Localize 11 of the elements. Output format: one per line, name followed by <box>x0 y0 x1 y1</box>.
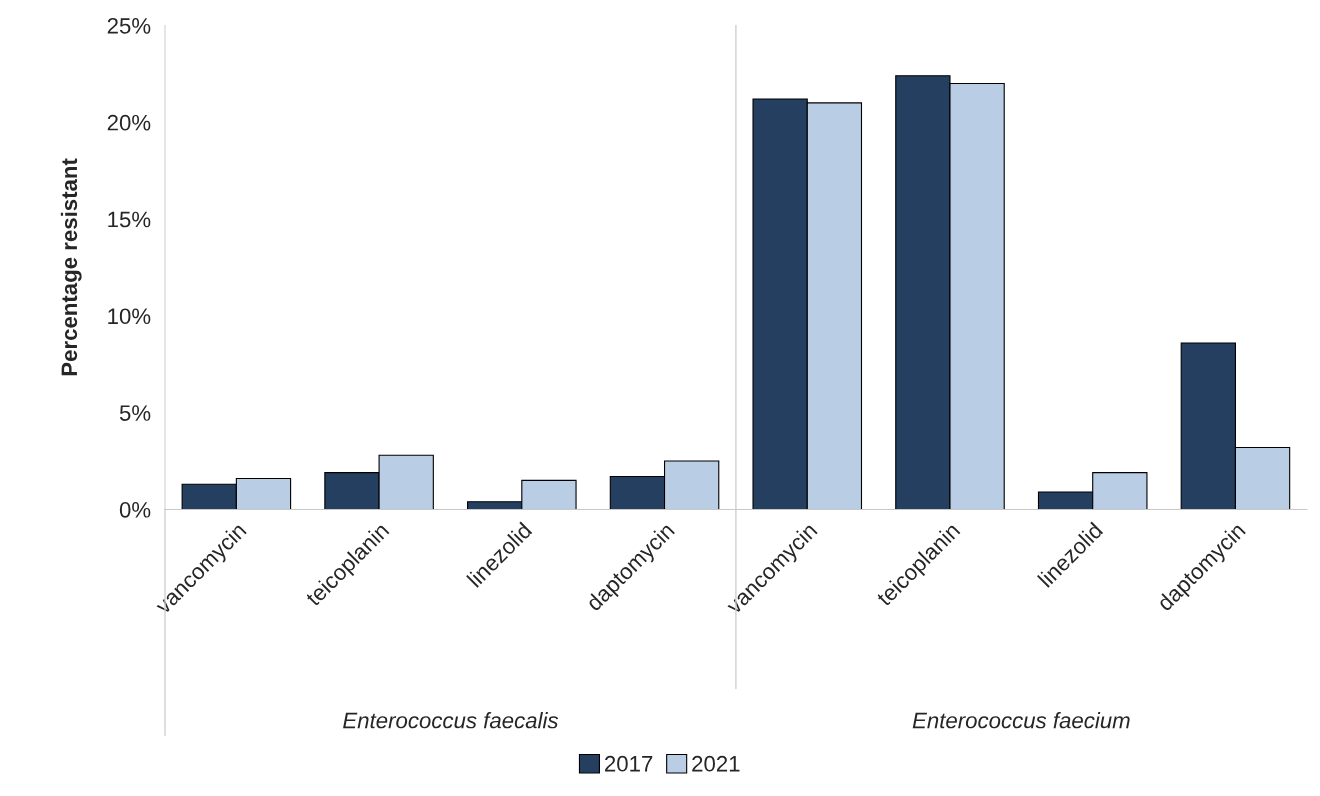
y-tick-label: 20% <box>107 114 151 131</box>
y-tick-label: 25% <box>107 18 151 34</box>
legend-label: 2017 <box>605 755 653 772</box>
text: Enterococcus faecium <box>912 712 1130 729</box>
legend-label: 2021 <box>692 755 740 772</box>
text: Enterococcus faecalis <box>343 712 559 729</box>
y-tick-label: 10% <box>108 308 151 325</box>
y-tick-label: 5% <box>119 405 151 421</box>
y-tick-label: 0% <box>119 501 151 518</box>
y-axis-title: Percentage resistant <box>60 158 82 376</box>
y-tick-label: 15% <box>108 211 151 228</box>
